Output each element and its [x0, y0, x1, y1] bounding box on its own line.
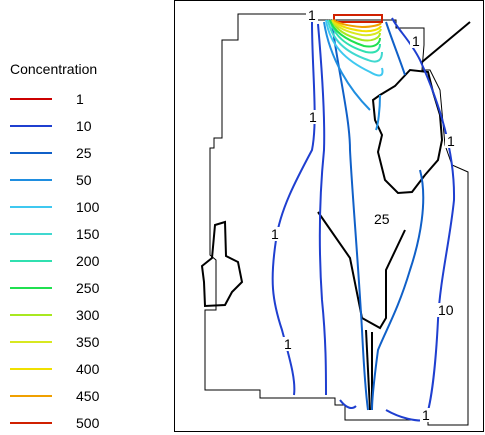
- contour-label: 1: [309, 109, 317, 125]
- legend-swatch: [10, 152, 52, 154]
- contour-350: [331, 19, 382, 37]
- legend-label: 250: [76, 280, 100, 296]
- contours: [271, 17, 456, 422]
- contour-10-right: [391, 17, 456, 419]
- legend-item: 10: [10, 118, 160, 138]
- road-diagonal: [421, 21, 471, 63]
- contour-50: [323, 21, 381, 131]
- contour-300: [331, 19, 381, 42]
- legend-item: 400: [10, 361, 160, 381]
- contour-lower-left: [339, 399, 357, 409]
- legend-item: 200: [10, 253, 160, 273]
- legend-swatch: [10, 98, 52, 100]
- contour-150: [327, 19, 383, 63]
- legend-swatch: [10, 206, 52, 208]
- contour-200: [329, 19, 381, 54]
- legend-item: 450: [10, 388, 160, 408]
- legend-item: 1: [10, 91, 160, 111]
- contour-label: 1: [308, 7, 316, 23]
- contour-250: [329, 19, 381, 48]
- legend-label: 10: [76, 118, 92, 134]
- legend-swatch: [10, 341, 52, 343]
- legend-item: 350: [10, 334, 160, 354]
- legend-label: 25: [76, 145, 92, 161]
- building-left: [200, 220, 244, 308]
- legend-item: 500: [10, 415, 160, 435]
- contour-450: [333, 19, 382, 29]
- legend-swatch: [10, 125, 52, 127]
- contour-label: 1: [271, 226, 279, 242]
- legend-swatch: [10, 179, 52, 181]
- legend-item: 300: [10, 307, 160, 327]
- legend-swatch: [10, 422, 52, 424]
- legend-label: 450: [76, 388, 100, 404]
- legend-swatch: [10, 314, 52, 316]
- contour-25-center: [331, 23, 369, 411]
- legend-item: 100: [10, 199, 160, 219]
- contour-25-right: [371, 21, 425, 411]
- legend-swatch: [10, 395, 52, 397]
- legend-label: 50: [76, 172, 92, 188]
- contour-label: 1: [422, 407, 430, 423]
- contour-400: [332, 19, 382, 33]
- road-a: [317, 211, 406, 330]
- legend-label: 150: [76, 226, 100, 242]
- legend-label: 400: [76, 361, 100, 377]
- legend-swatch: [10, 368, 52, 370]
- legend-label: 350: [76, 334, 100, 350]
- map-frame: [174, 0, 484, 432]
- legend-swatch: [10, 233, 52, 235]
- legend-label: 200: [76, 253, 100, 269]
- legend-label: 500: [76, 415, 100, 431]
- legend-label: 300: [76, 307, 100, 323]
- road-b: [365, 329, 371, 411]
- legend-label: 100: [76, 199, 100, 215]
- contour-label: 10: [438, 302, 454, 318]
- site-boundary: [204, 13, 469, 426]
- legend-item: 50: [10, 172, 160, 192]
- legend-title: Concentration: [10, 61, 98, 77]
- contour-label: 1: [284, 336, 292, 352]
- contour-label: 1: [412, 33, 420, 49]
- legend-item: 150: [10, 226, 160, 246]
- legend-item: 25: [10, 145, 160, 165]
- legend: Concentration 1 10 25 50 100 150 200 250 300 350 4…: [0, 0, 170, 435]
- legend-label: 1: [76, 91, 84, 107]
- legend-swatch: [10, 260, 52, 262]
- legend-swatch: [10, 287, 52, 289]
- contour-10-left: [317, 23, 327, 396]
- source-rect: [333, 14, 383, 23]
- contour-label: 25: [374, 211, 390, 227]
- contour-label: 1: [447, 133, 455, 149]
- contour-100: [325, 19, 384, 77]
- legend-item: 250: [10, 280, 160, 300]
- building-upper-right: [371, 68, 444, 195]
